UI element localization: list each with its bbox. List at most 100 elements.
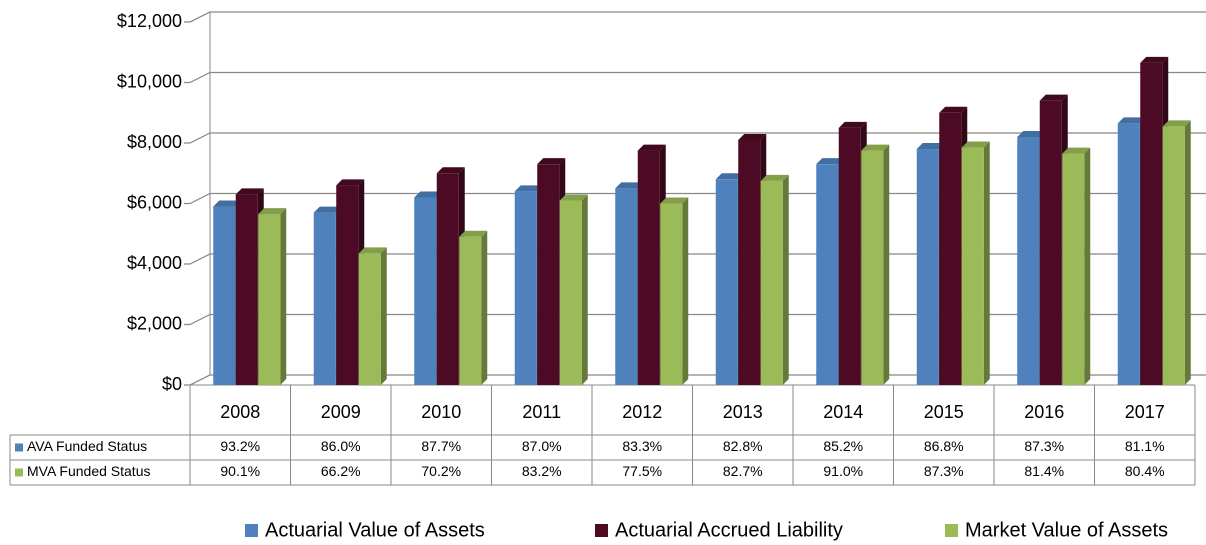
x-tick-label: 2012	[622, 402, 662, 422]
bar-face	[235, 188, 264, 195]
bar-face	[1039, 100, 1062, 386]
y-tick-label: $6,000	[127, 192, 182, 212]
bar-face	[537, 164, 560, 385]
bar-face	[581, 194, 588, 385]
bar	[258, 208, 287, 385]
bar-face	[313, 212, 336, 385]
table-cell: 87.7%	[421, 438, 461, 454]
y-tick-label: $8,000	[127, 132, 182, 152]
table-cell: 70.2%	[421, 463, 461, 479]
bar-face	[380, 247, 387, 385]
table-cell: 87.3%	[924, 463, 964, 479]
grid-line	[184, 132, 1206, 144]
table-cell: 82.8%	[723, 438, 763, 454]
table-cell: 66.2%	[321, 463, 361, 479]
x-tick-label: 2014	[823, 402, 863, 422]
x-tick-label: 2008	[220, 402, 260, 422]
bar-face	[436, 167, 465, 174]
y-tick-label: $12,000	[117, 11, 182, 31]
bar-face	[235, 194, 258, 385]
bar-face	[1184, 120, 1191, 386]
bar-face	[313, 206, 342, 213]
bar-face	[939, 106, 968, 113]
bar-face	[258, 208, 287, 215]
bar-face	[760, 174, 789, 181]
bar-face	[280, 208, 287, 385]
bar-face	[213, 200, 242, 207]
bar-face	[682, 197, 689, 385]
table-cell: 85.2%	[823, 438, 863, 454]
bar-face	[637, 150, 660, 385]
table-cell: 86.0%	[321, 438, 361, 454]
y-tick-label: $4,000	[127, 253, 182, 273]
bar-face	[414, 191, 443, 198]
bar-face	[660, 197, 689, 204]
bar	[1062, 147, 1091, 385]
x-tick-label: 2016	[1024, 402, 1064, 422]
bar-face	[1162, 126, 1185, 386]
bar-face	[838, 127, 861, 385]
bar-face	[559, 194, 588, 201]
bar-face	[738, 139, 761, 385]
bar-face	[961, 141, 990, 148]
bar	[358, 247, 387, 385]
table-cell: 77.5%	[622, 463, 662, 479]
bar-face	[436, 173, 459, 385]
bar-face	[838, 121, 867, 128]
bar-face	[1084, 147, 1091, 385]
bar	[861, 144, 890, 385]
bar-face	[1017, 136, 1040, 385]
x-tick-label: 2017	[1125, 402, 1165, 422]
bar-face	[916, 143, 945, 150]
bar	[559, 194, 588, 385]
table-cell: 90.1%	[220, 463, 260, 479]
bar-face	[1017, 130, 1046, 137]
bar-face	[615, 188, 638, 385]
bar-face	[481, 230, 488, 385]
bar-face	[1140, 62, 1163, 386]
bar-face	[459, 236, 482, 385]
grid-line	[184, 71, 1206, 84]
grid-line	[184, 374, 1206, 386]
x-tick-label: 2015	[924, 402, 964, 422]
bar-face	[983, 141, 990, 385]
legend-key	[595, 524, 608, 537]
x-tick-label: 2009	[321, 402, 361, 422]
bar-face	[738, 133, 767, 140]
table-cell: 81.4%	[1024, 463, 1064, 479]
legend-key	[945, 524, 958, 537]
table-legend-key	[15, 468, 23, 477]
bar-face	[816, 158, 845, 165]
table-cell: 93.2%	[220, 438, 260, 454]
bar-face	[414, 197, 437, 385]
table-row-label: MVA Funded Status	[27, 463, 150, 479]
bar-face	[358, 247, 387, 254]
y-tick-label: $0	[162, 374, 182, 394]
bar-face	[660, 203, 683, 385]
bar-face	[1117, 123, 1140, 386]
bar-face	[537, 158, 566, 165]
x-tick-label: 2011	[522, 402, 561, 422]
legend-key	[245, 524, 258, 537]
bar-face	[961, 147, 984, 385]
bar-face	[715, 179, 738, 385]
bar	[961, 141, 990, 385]
bar-face	[1117, 117, 1146, 124]
bar	[459, 230, 488, 385]
table-cell: 87.0%	[522, 438, 562, 454]
table-cell: 83.3%	[622, 438, 662, 454]
table-cell: 86.8%	[924, 438, 964, 454]
table-cell: 82.7%	[723, 463, 763, 479]
table-cell: 80.4%	[1125, 463, 1165, 479]
bar-face	[861, 144, 890, 151]
bar-face	[1140, 56, 1169, 63]
bar-face	[861, 150, 884, 385]
bar-face	[1062, 153, 1085, 385]
bar	[760, 174, 789, 385]
grid-line	[184, 253, 1206, 265]
bar-face	[916, 149, 939, 385]
bar-face	[816, 164, 839, 385]
bar-face	[336, 179, 365, 186]
